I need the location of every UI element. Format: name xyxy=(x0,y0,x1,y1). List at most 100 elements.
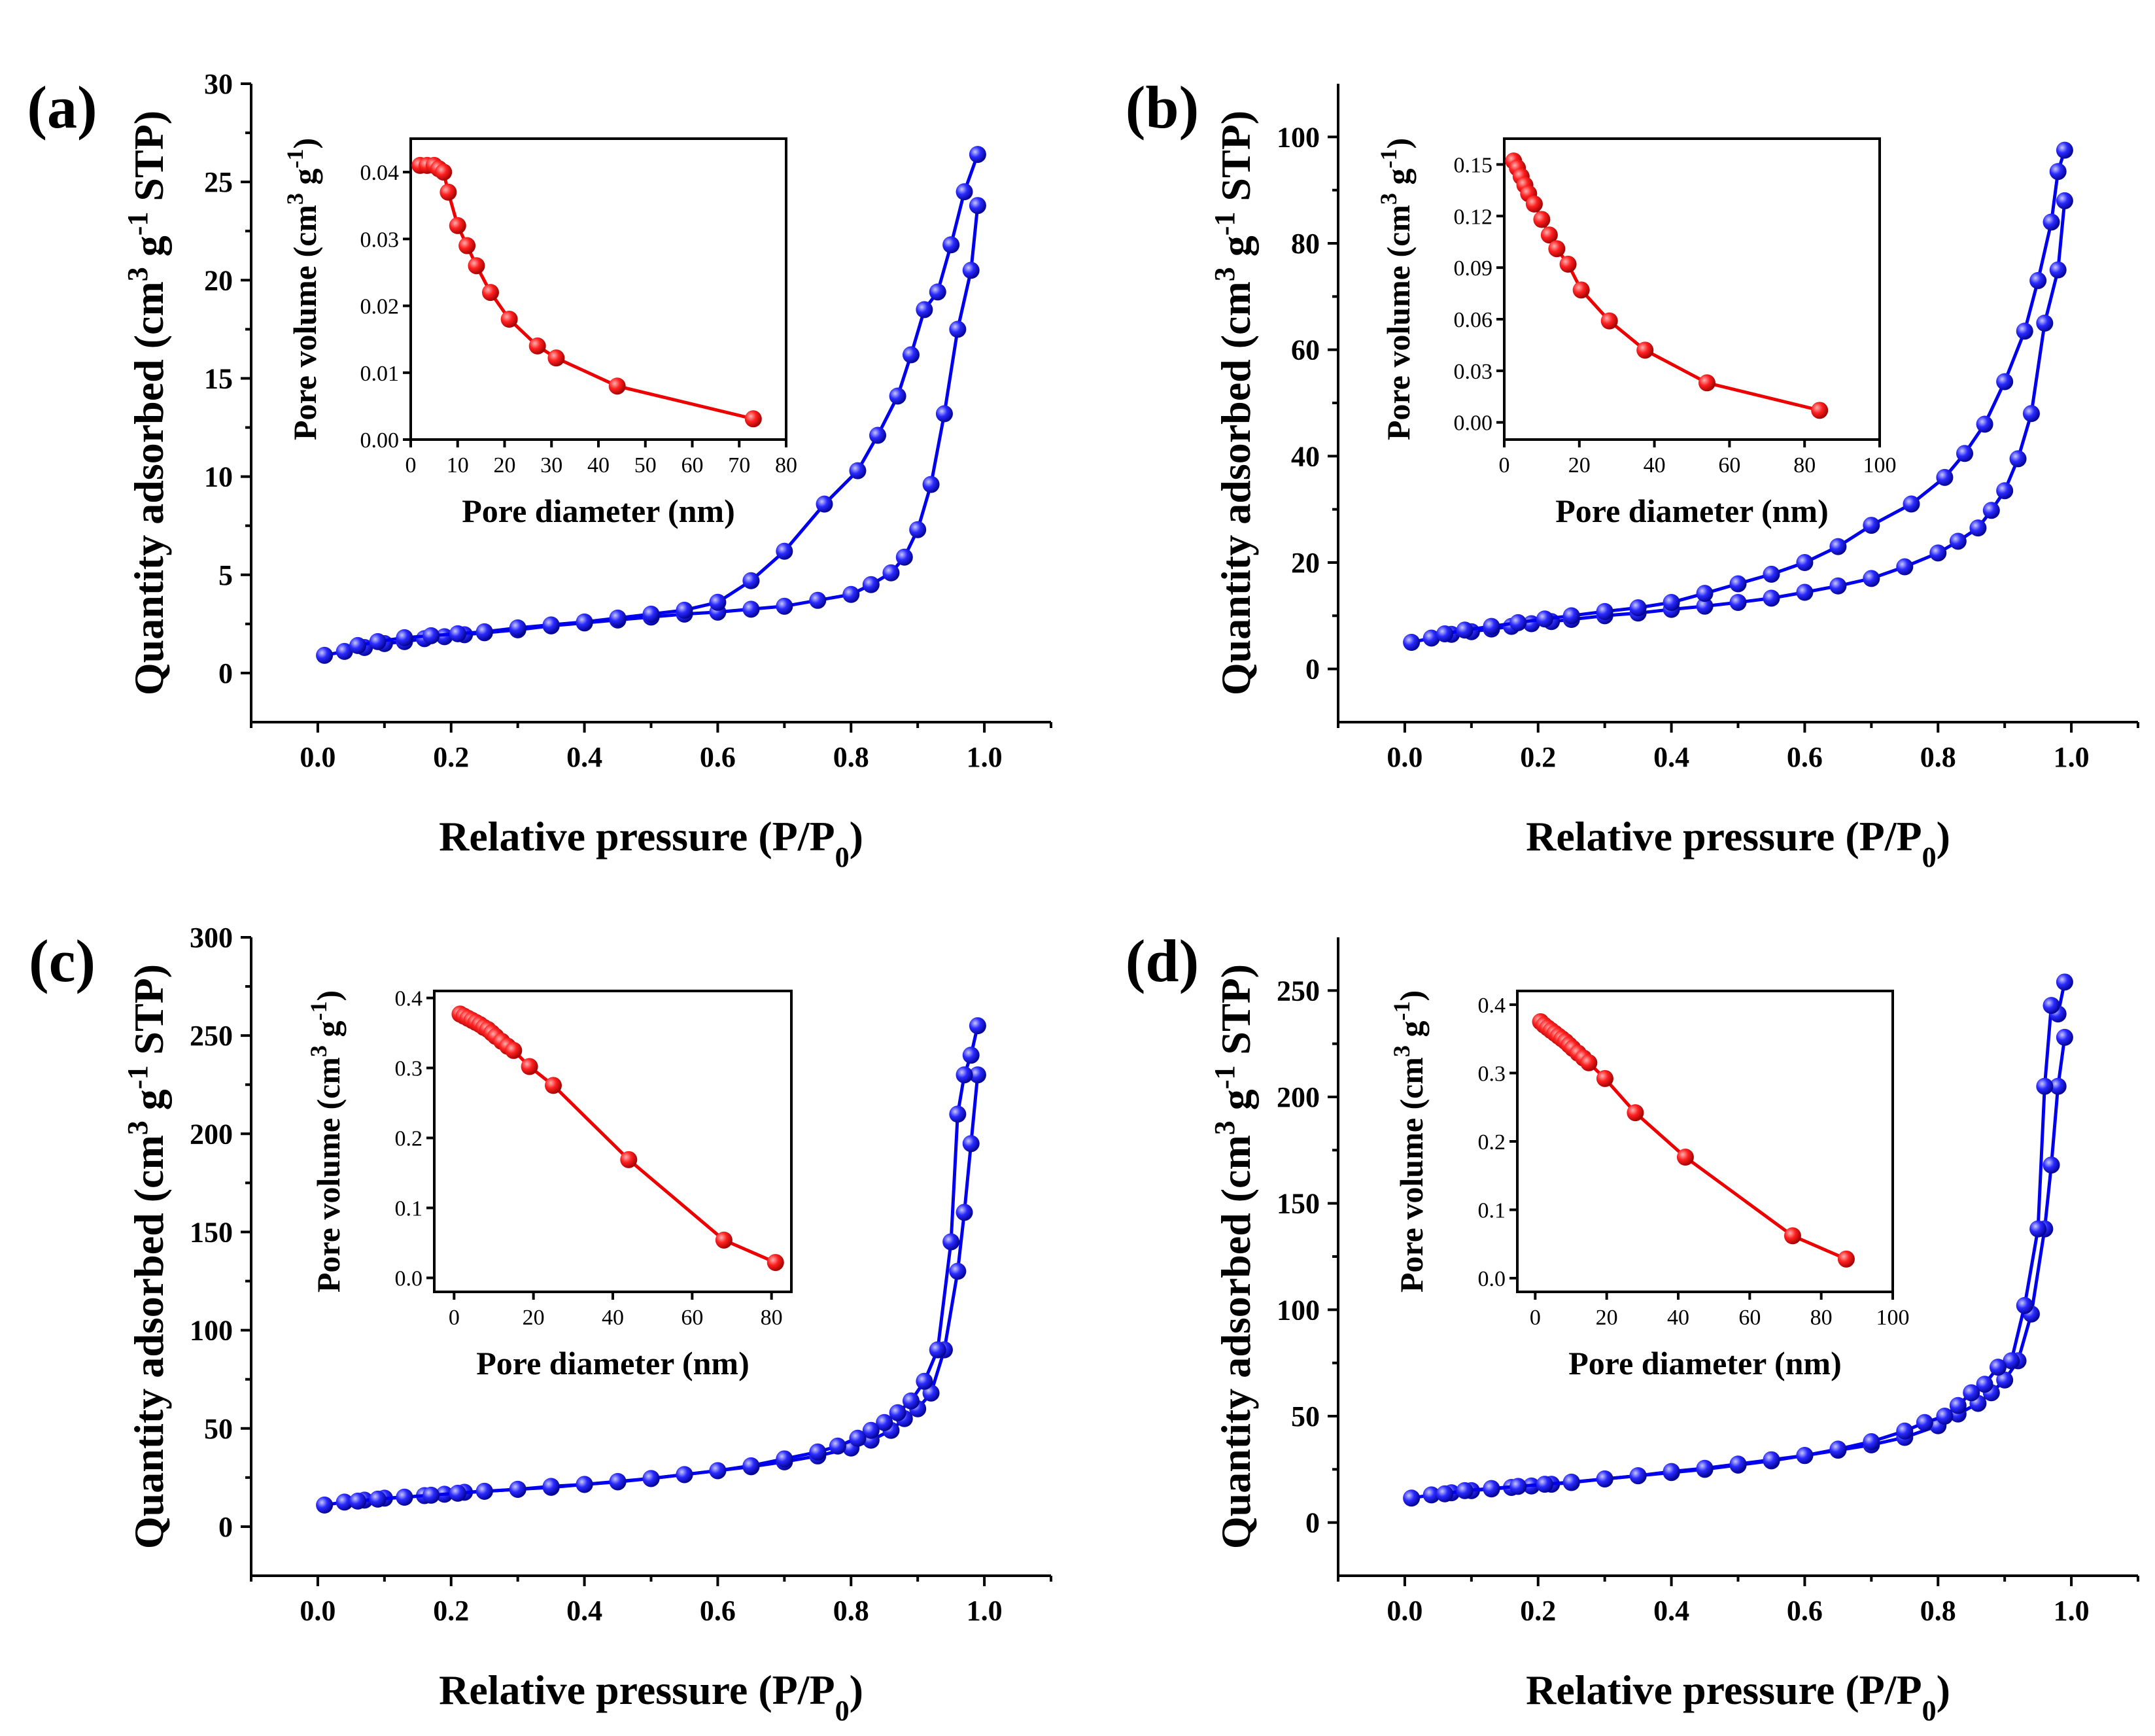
desorption-point xyxy=(829,1437,846,1455)
desorption-point xyxy=(1509,614,1527,631)
x-tick-label: 0.8 xyxy=(1920,1595,1956,1627)
desorption-point xyxy=(1696,1459,1714,1477)
inset-x-tick-label: 20 xyxy=(1568,453,1591,477)
desorption-point xyxy=(916,1372,933,1390)
inset-point xyxy=(528,337,546,355)
y-tick-label: 100 xyxy=(1277,121,1320,153)
y-tick-label: 50 xyxy=(1291,1400,1320,1432)
desorption-point xyxy=(1956,445,1974,462)
desorption-point xyxy=(2029,271,2047,289)
adsorption-point xyxy=(2009,450,2027,468)
inset-frame xyxy=(1503,137,1881,441)
x-tick-label: 0.8 xyxy=(1920,741,1956,773)
desorption-point xyxy=(1536,1476,1553,1493)
inset-y-tick-label: 0.01 xyxy=(360,362,400,386)
desorption-point xyxy=(642,1470,660,1487)
y-tick-label: 30 xyxy=(204,68,233,100)
panel-label: (b) xyxy=(1126,74,1199,141)
inset-x-tick-label: 40 xyxy=(587,453,610,477)
inset: 0.0 0.1 0.2 0.3 0.4 0 20 40 60 80 Pore diameter (n… xyxy=(305,987,793,1381)
desorption-point xyxy=(509,1480,526,1498)
desorption-point xyxy=(1863,1433,1880,1451)
adsorption-point xyxy=(316,1496,334,1514)
adsorption-point xyxy=(962,1135,980,1153)
desorption-point xyxy=(542,616,560,634)
desorption-point xyxy=(889,1404,906,1421)
inset-y-tick-label: 0.03 xyxy=(1454,360,1493,384)
inset: 0.00 0.01 0.02 0.03 0.04 0 10 20 30 40 50 60 70 80 Por… xyxy=(282,137,797,529)
adsorption-point xyxy=(742,600,760,618)
y-tick-label: 150 xyxy=(190,1216,233,1248)
inset-x-tick-label: 100 xyxy=(1863,453,1897,477)
adsorption-point xyxy=(1896,558,1914,576)
adsorption-point xyxy=(776,597,793,615)
y-tick-label: 50 xyxy=(204,1413,233,1445)
adsorption-point xyxy=(2056,192,2073,209)
inset-x-tick-label: 50 xyxy=(634,453,657,477)
inset-y-axis-title: Pore volume (cm3 g-1) xyxy=(1388,990,1430,1293)
desorption-point xyxy=(1763,1451,1780,1468)
x-axis-title: Relative pressure (P/P0) xyxy=(1526,813,1950,873)
inset-point xyxy=(547,349,565,367)
inset-point xyxy=(1548,240,1566,258)
desorption-point xyxy=(422,1486,440,1504)
desorption-point xyxy=(916,301,933,319)
adsorption-point xyxy=(436,628,453,646)
desorption-point xyxy=(962,1047,980,1064)
inset-x-tick-label: 0 xyxy=(1530,1306,1541,1330)
adsorption-point xyxy=(842,585,860,603)
adsorption-point xyxy=(1863,570,1880,587)
desorption-point xyxy=(2043,997,2060,1015)
desorption-point xyxy=(929,283,946,301)
desorption-point xyxy=(956,1066,973,1084)
x-tick-label: 0.0 xyxy=(1387,1595,1422,1627)
inset-point xyxy=(1784,1227,1801,1245)
desorption-point xyxy=(1796,554,1814,571)
desorption-point xyxy=(969,146,986,164)
adsorption-point xyxy=(1403,634,1421,651)
inset-point xyxy=(481,284,499,302)
inset-y-tick-label: 0.03 xyxy=(360,228,400,252)
inset-x-tick-label: 30 xyxy=(540,453,562,477)
inset: 0.0 0.1 0.2 0.3 0.4 0 20 40 60 80 100 Pore diameter… xyxy=(1388,990,1910,1381)
inset-x-axis-title: Pore diameter (nm) xyxy=(1555,493,1828,529)
desorption-point xyxy=(2043,213,2060,231)
desorption-point xyxy=(1949,1397,1967,1414)
desorption-point xyxy=(2029,1220,2047,1238)
desorption-point xyxy=(2016,1296,2033,1314)
inset: 0.00 0.03 0.06 0.09 0.12 0.15 0 20 40 60 80 100 Pore… xyxy=(1375,137,1897,529)
desorption-point xyxy=(1729,575,1747,593)
desorption-point xyxy=(1829,1440,1847,1458)
desorption-point xyxy=(1663,594,1680,611)
desorption-point xyxy=(1436,1485,1454,1502)
inset-x-tick-label: 100 xyxy=(1876,1306,1910,1330)
adsorption-point xyxy=(1422,1486,1440,1504)
inset-x-tick-label: 40 xyxy=(602,1306,624,1330)
x-tick-label: 0.8 xyxy=(833,741,869,773)
y-tick-label: 40 xyxy=(1291,440,1320,472)
x-tick-label: 0.4 xyxy=(566,741,602,773)
inset-y-tick-label: 0.00 xyxy=(1454,411,1493,436)
desorption-point xyxy=(709,1462,727,1480)
desorption-point xyxy=(509,619,526,636)
y-tick-label: 0 xyxy=(1305,653,1320,686)
x-tick-label: 0.0 xyxy=(300,1595,336,1627)
desorption-point xyxy=(929,1341,946,1359)
y-tick-label: 200 xyxy=(190,1118,233,1150)
adsorption-point xyxy=(1949,532,1967,550)
x-tick-label: 1.0 xyxy=(2054,741,2090,773)
desorption-point xyxy=(422,627,440,644)
desorption-point xyxy=(1936,468,1954,486)
adsorption-point xyxy=(1403,1489,1421,1507)
adsorption-point xyxy=(2043,1156,2060,1174)
desorption-point xyxy=(876,1414,893,1431)
inset-point xyxy=(1837,1250,1855,1268)
inset-frame xyxy=(409,137,787,441)
x-tick-label: 0.8 xyxy=(833,1595,869,1627)
x-axis-title: Relative pressure (P/P0) xyxy=(1526,1667,1950,1727)
adsorption-point xyxy=(2049,1077,2067,1095)
desorption-point xyxy=(1536,610,1553,628)
desorption-point xyxy=(449,625,466,642)
